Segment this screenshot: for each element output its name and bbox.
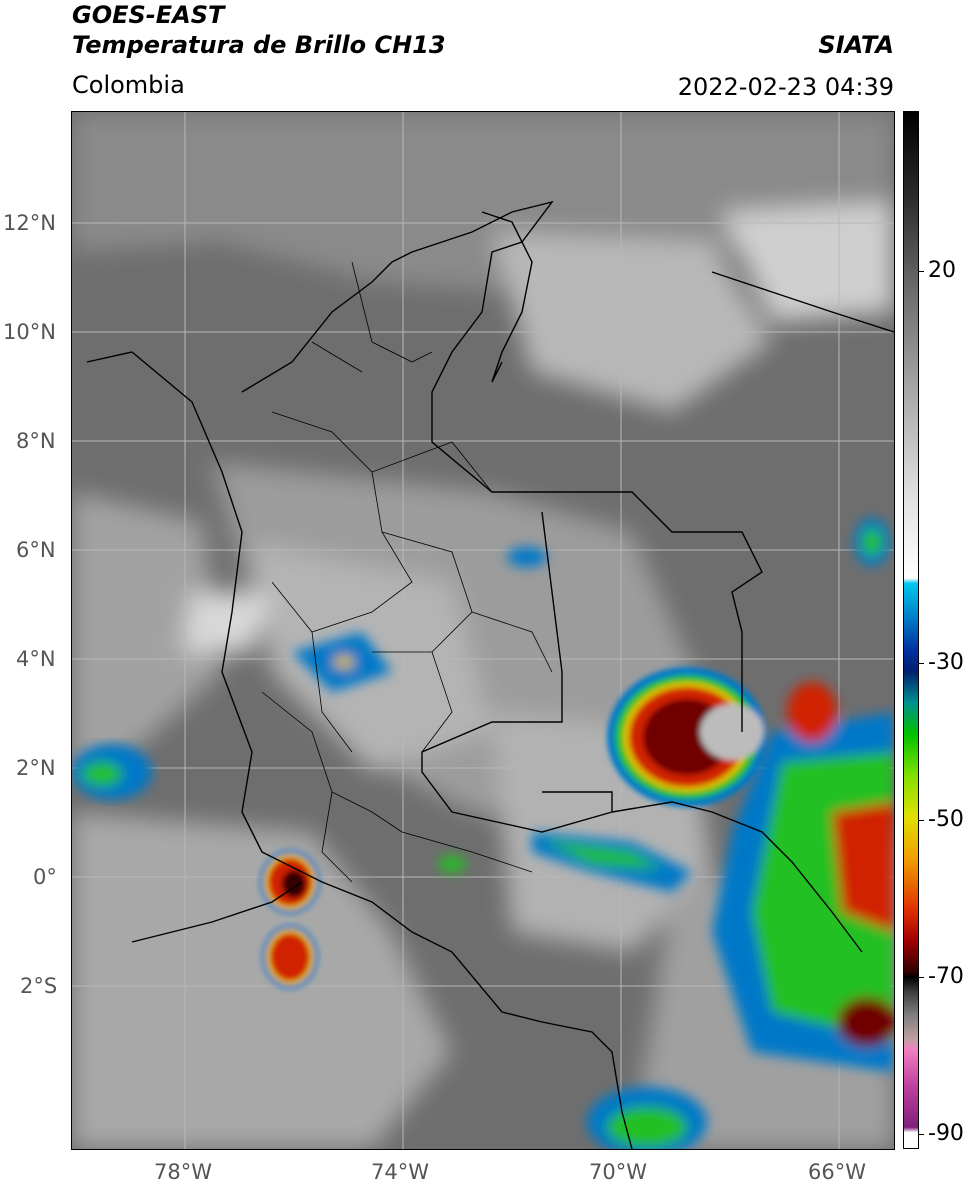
- colorbar-label-20: 20: [928, 258, 956, 283]
- title-line-1: GOES-EAST: [72, 1, 225, 29]
- storm-southeast: [712, 682, 894, 1072]
- lon-label-66w: 66°W: [808, 1160, 866, 1184]
- colorbar-tick: [918, 663, 924, 664]
- colorbar-label-minus30: -30: [928, 650, 964, 675]
- map-canvas: [72, 112, 894, 1149]
- lat-label-8n: 8°N: [16, 429, 56, 453]
- lat-label-10n: 10°N: [3, 320, 56, 344]
- lat-label-4n: 4°N: [16, 647, 56, 671]
- lon-label-74w: 74°W: [371, 1160, 429, 1184]
- lon-label-78w: 78°W: [154, 1160, 212, 1184]
- lon-label-70w: 70°W: [589, 1160, 647, 1184]
- colorbar-label-minus70: -70: [928, 964, 964, 989]
- convective-band: [292, 518, 890, 1149]
- source-label: SIATA: [818, 31, 894, 59]
- colorbar-tick: [918, 1134, 924, 1135]
- region-label: Colombia: [72, 71, 185, 99]
- title: GOES-EAST Temperatura de Brillo CH13: [72, 0, 446, 60]
- colorbar-label-minus50: -50: [928, 807, 964, 832]
- storm-west: [260, 850, 320, 989]
- timestamp: 2022-02-23 04:39: [677, 73, 894, 101]
- convection-cells: [72, 518, 894, 1149]
- colorbar-tick: [918, 820, 924, 821]
- lat-label-12n: 12°N: [3, 211, 56, 235]
- storm-east: [607, 667, 767, 807]
- temperature-colorbar: [903, 111, 919, 1149]
- lat-label-0: 0°: [33, 865, 57, 889]
- lat-label-2s: 2°S: [20, 974, 58, 998]
- storm-pacific: [72, 744, 152, 800]
- title-line-2: Temperatura de Brillo CH13: [72, 31, 446, 59]
- colorbar-tick: [918, 977, 924, 978]
- country-borders: [86, 200, 894, 1149]
- colorbar-tick: [918, 271, 924, 272]
- department-borders: [261, 261, 553, 883]
- lat-label-2n: 2°N: [16, 756, 56, 780]
- lat-label-6n: 6°N: [16, 538, 56, 562]
- colorbar-label-minus90: -90: [928, 1121, 964, 1146]
- satellite-map[interactable]: [71, 111, 895, 1150]
